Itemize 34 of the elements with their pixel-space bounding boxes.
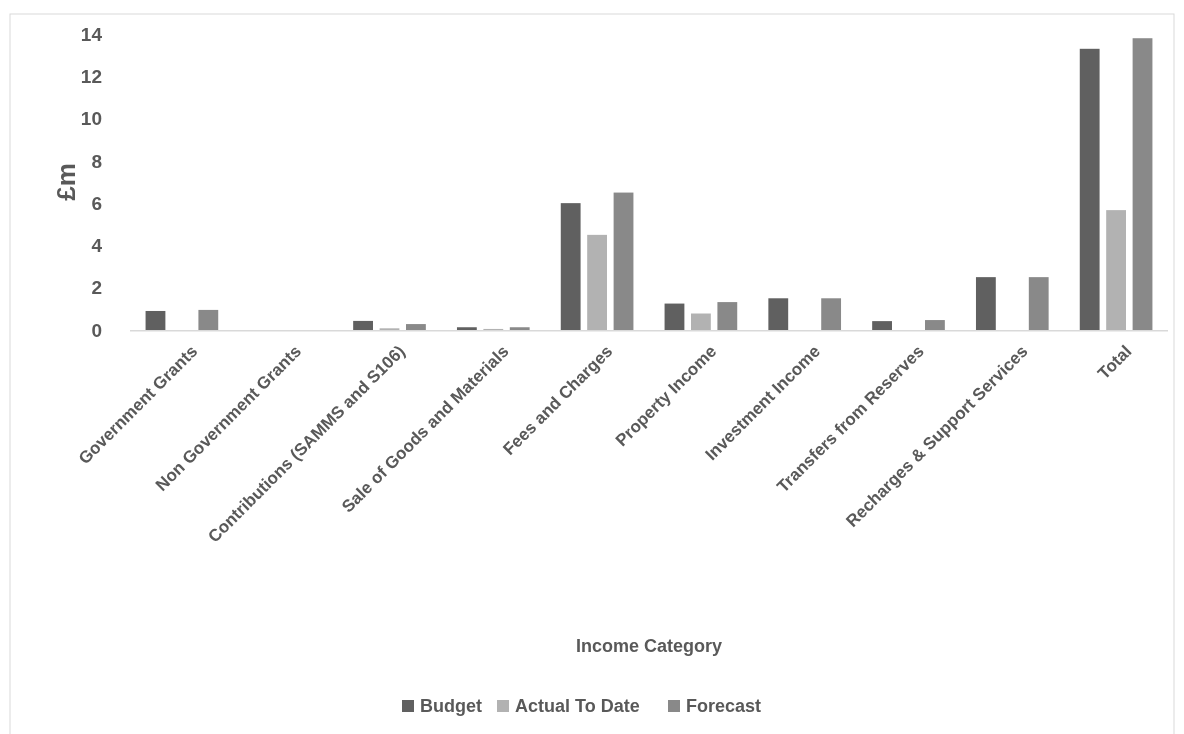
bar — [821, 298, 842, 330]
bar — [560, 203, 581, 330]
bar — [145, 310, 166, 330]
bar — [509, 327, 530, 330]
bar — [353, 320, 373, 330]
bar — [664, 303, 685, 330]
bar — [872, 321, 892, 330]
x-axis-title: Income Category — [575, 636, 723, 656]
y-tick-label: 14 — [80, 23, 103, 45]
legend-label: Actual To Date — [515, 696, 640, 717]
y-tick-label: 6 — [91, 192, 102, 214]
y-tick-label: 8 — [91, 150, 102, 172]
bar — [1132, 38, 1153, 330]
bar — [925, 320, 945, 330]
y-axis-title: £m — [51, 163, 82, 201]
bar — [1028, 277, 1049, 330]
bar — [406, 324, 426, 330]
y-tick-label: 4 — [91, 235, 103, 257]
bar — [587, 234, 608, 330]
bar — [456, 327, 477, 330]
bar — [768, 298, 789, 330]
bar — [613, 192, 634, 330]
bar — [1079, 48, 1100, 330]
bar — [717, 302, 738, 330]
bar — [1106, 210, 1127, 330]
bar — [690, 313, 711, 330]
y-tick-label: 2 — [91, 277, 102, 299]
bar — [975, 277, 996, 330]
y-tick-label: 0 — [91, 319, 102, 341]
bar — [198, 309, 219, 330]
y-tick-label: 12 — [80, 65, 102, 87]
legend-label: Budget — [420, 696, 482, 717]
y-tick-label: 10 — [80, 108, 102, 130]
legend-label: Forecast — [686, 696, 762, 717]
